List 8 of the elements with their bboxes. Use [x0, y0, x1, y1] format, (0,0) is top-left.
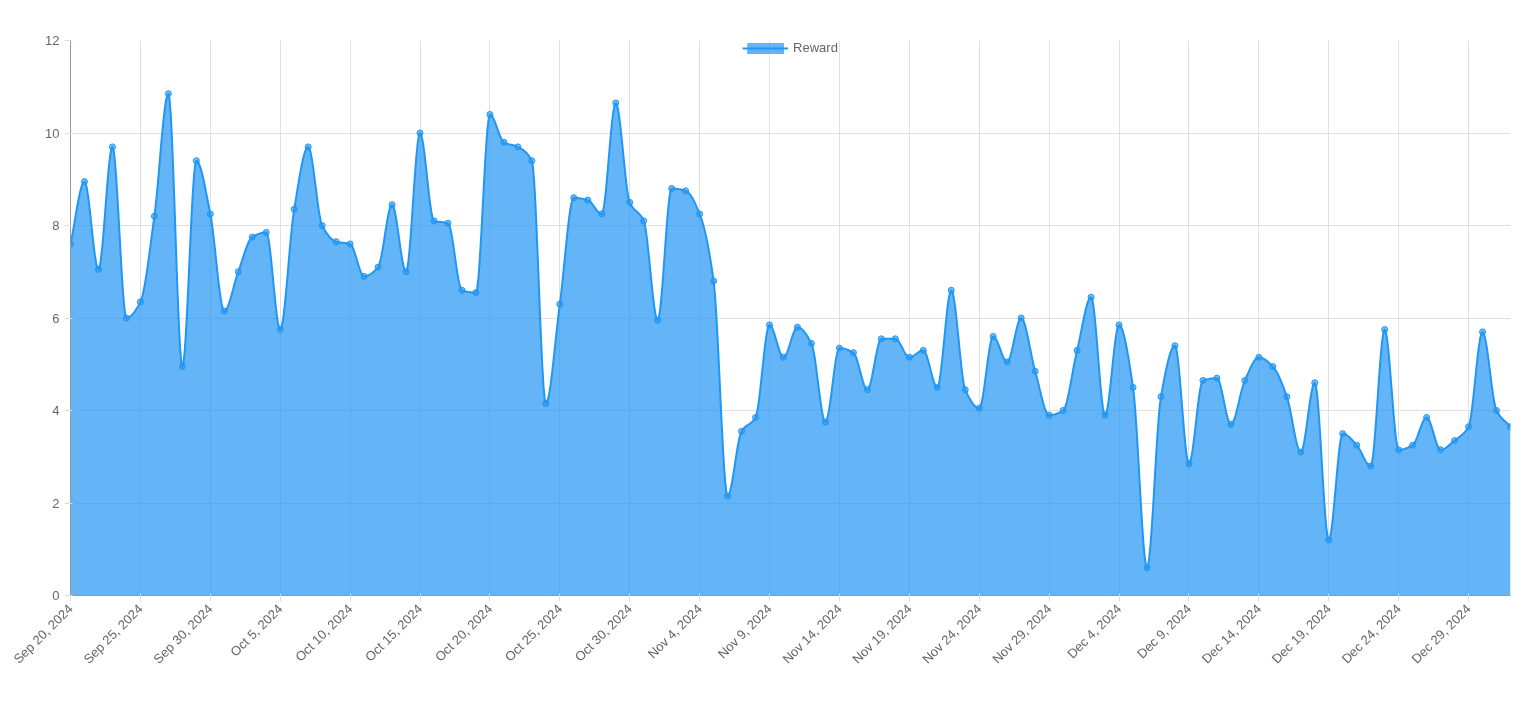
y-tick-label: 6 — [52, 310, 60, 326]
y-tick-label: 0 — [52, 588, 60, 603]
y-tick-label: 10 — [45, 125, 60, 141]
legend-label: Reward — [793, 40, 838, 55]
y-tick-label: 4 — [52, 403, 60, 418]
y-tick-label: 12 — [45, 33, 60, 48]
y-tick-label: 2 — [52, 495, 60, 511]
y-tick-label: 8 — [52, 218, 60, 233]
